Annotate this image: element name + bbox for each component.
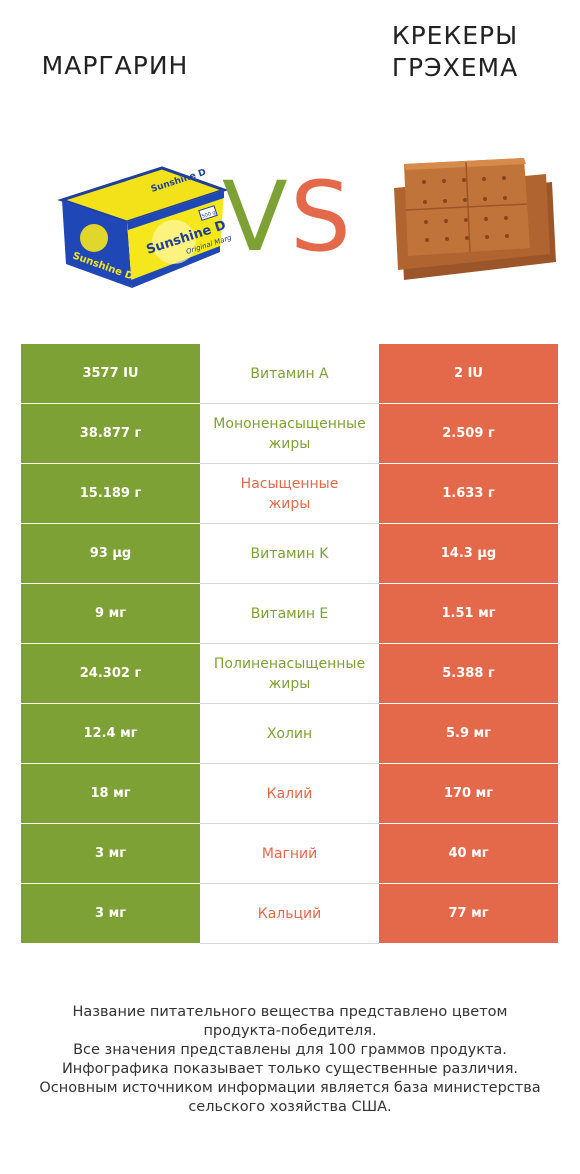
right-value-cell: 40 мг [379,824,558,884]
table-row: 18 мг Калий 170 мг [21,764,558,824]
vs-letter-s: S [290,161,351,273]
right-value-cell: 2.509 г [379,404,558,464]
table-row: 3 мг Кальций 77 мг [21,884,558,944]
nutrient-name: Витамин E [250,605,329,622]
right-value: 5.388 г [442,666,495,681]
right-value-cell: 1.51 мг [379,584,558,644]
footer-line: Название питательного вещества представл… [72,1004,508,1020]
left-value-cell: 18 мг [21,764,200,824]
left-value-cell: 38.877 г [21,404,200,464]
table-row: 93 µg Витамин K 14.3 µg [21,524,558,584]
left-value-cell: 93 µg [21,524,200,584]
right-value: 1.633 г [442,486,495,501]
footer-line: сельского хозяйства США. [188,1099,392,1115]
left-value: 24.302 г [79,666,142,681]
nutrient-name-cell: Магний [200,824,379,884]
footer-notes: Название питательного вещества представл… [20,1003,560,1117]
table-row: 3 мг Магний 40 мг [21,824,558,884]
left-value: 3 мг [95,846,126,861]
table-row: 38.877 г Мононенасыщенные жиры 2.509 г [21,404,558,464]
vs-letter-v: V [222,161,288,273]
left-value: 9 мг [95,606,126,621]
right-value-cell: 77 мг [379,884,558,944]
left-value: 15.189 г [79,486,142,501]
table-row: 24.302 г Полиненасыщенные жиры 5.388 г [21,644,558,704]
nutrient-name: Насыщенные жиры [240,475,339,512]
left-value: 18 мг [90,786,131,801]
nutrient-name-cell: Насыщенные жиры [200,464,379,524]
nutrient-name: Витамин K [250,545,329,562]
nutrient-name: Магний [261,845,318,862]
table-row: 15.189 г Насыщенные жиры 1.633 г [21,464,558,524]
nutrient-name: Полиненасыщенные жиры [213,655,366,692]
nutrient-comparison-table: 3577 IU Витамин A 2 IU 38.877 г Мононенасыще… [21,344,558,944]
left-value-cell: 12.4 мг [21,704,200,764]
left-value-cell: 15.189 г [21,464,200,524]
right-value-cell: 5.9 мг [379,704,558,764]
table-row: 12.4 мг Холин 5.9 мг [21,704,558,764]
right-value-cell: 14.3 µg [379,524,558,584]
left-value: 38.877 г [79,426,142,441]
right-value: 77 мг [448,906,489,921]
nutrient-name: Кальций [257,905,322,922]
nutrient-name-cell: Витамин E [200,584,379,644]
left-product-title: МАРГАРИН [41,51,189,80]
right-value-cell: 5.388 г [379,644,558,704]
right-product-title: КРЕКЕРЫ ГРЭХЕМА [391,21,519,82]
footer-line: Все значения представлены для 100 граммо… [73,1042,507,1058]
left-value-cell: 3 мг [21,824,200,884]
nutrient-name: Калий [266,785,313,802]
nutrient-name-cell: Полиненасыщенные жиры [200,644,379,704]
weight-label: 500 g [201,210,216,220]
left-value-cell: 24.302 г [21,644,200,704]
right-value: 40 мг [448,846,489,861]
right-value-cell: 170 мг [379,764,558,824]
left-value-cell: 3 мг [21,884,200,944]
right-value: 14.3 µg [440,546,497,561]
footer-line: Основным источником информации является … [39,1080,541,1096]
table-row: 9 мг Витамин E 1.51 мг [21,584,558,644]
right-value: 1.51 мг [441,606,496,621]
nutrient-name-cell: Кальций [200,884,379,944]
footer-line: Инфографика показывает только существенн… [61,1061,519,1077]
nutrient-name: Мононенасыщенные жиры [213,415,366,452]
nutrient-name-cell: Калий [200,764,379,824]
right-value-cell: 1.633 г [379,464,558,524]
nutrient-name-cell: Холин [200,704,379,764]
right-value: 2.509 г [442,426,495,441]
right-value-cell: 2 IU [379,344,558,404]
nutrient-name: Витамин A [250,365,329,382]
nutrient-name-cell: Витамин A [200,344,379,404]
left-value: 3 мг [95,906,126,921]
footer-line: продукта-победителя. [203,1023,377,1039]
left-value-cell: 9 мг [21,584,200,644]
nutrient-name-cell: Мононенасыщенные жиры [200,404,379,464]
graham-crackers-image [380,152,560,292]
nutrient-name: Холин [266,725,313,742]
right-value: 170 мг [443,786,494,801]
right-value: 5.9 мг [446,726,491,741]
table-row: 3577 IU Витамин A 2 IU [21,344,558,404]
nutrient-name-cell: Витамин K [200,524,379,584]
margarine-package-image: Sunshine D Sunshine D Original Margarine… [52,160,250,290]
left-value: 12.4 мг [83,726,138,741]
left-value-cell: 3577 IU [21,344,200,404]
left-value: 93 µg [89,546,132,561]
left-value: 3577 IU [82,366,139,381]
right-value: 2 IU [454,366,483,381]
